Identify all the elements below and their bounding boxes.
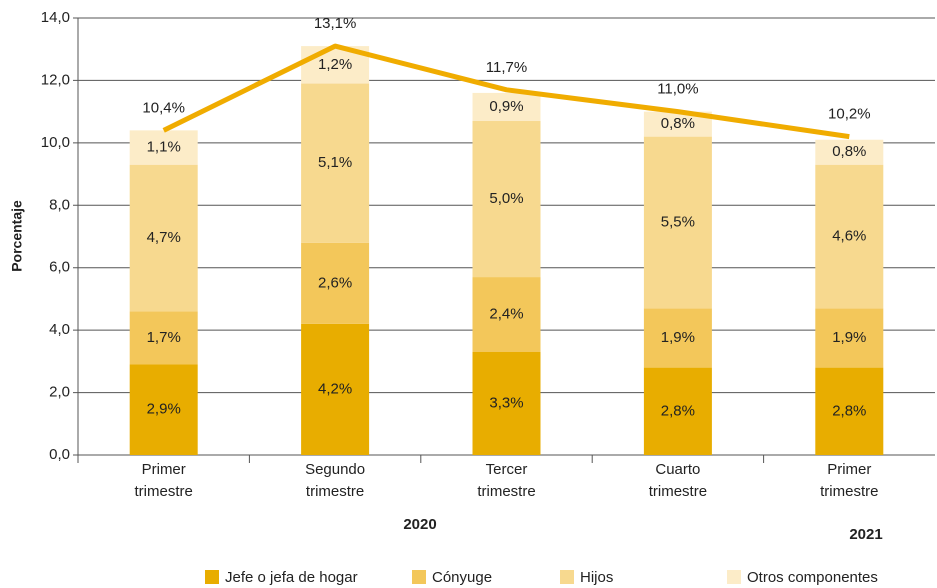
- legend-swatch: [412, 570, 426, 584]
- x-tick-label-line: trimestre: [649, 483, 707, 500]
- total-label: 13,1%: [314, 15, 357, 32]
- bar-segment: [301, 242, 370, 324]
- legend-label: Otros componentes: [747, 569, 878, 586]
- legend-label: Hijos: [580, 569, 613, 586]
- x-tick-label-line: Primer: [827, 461, 871, 478]
- x-tick-label: Segundo trimestre: [305, 461, 365, 500]
- data-label: 2,8%: [661, 402, 695, 419]
- y-tick-label: 2,0: [49, 384, 70, 401]
- data-label: 1,1%: [147, 139, 181, 156]
- bar-segment: [815, 164, 884, 309]
- data-label: 5,0%: [489, 190, 523, 207]
- bar-segment: [129, 164, 198, 312]
- legend-swatch: [727, 570, 741, 584]
- legend-swatch: [560, 570, 574, 584]
- y-axis-label: Porcentaje: [9, 200, 25, 272]
- total-label: 11,7%: [486, 59, 527, 76]
- data-label: 3,3%: [489, 394, 523, 411]
- x-tick-label-line: Segundo: [305, 461, 365, 478]
- y-tick-label: 14,0: [41, 9, 70, 26]
- y-tick-label: 6,0: [49, 259, 70, 276]
- data-label: 1,7%: [147, 329, 181, 346]
- bar-segment: [129, 311, 198, 365]
- x-tick-label: Cuarto trimestre: [649, 461, 707, 500]
- data-label: 0,9%: [489, 98, 523, 115]
- data-label: 0,8%: [661, 115, 695, 132]
- bar-segment: [472, 277, 541, 352]
- bar-segment: [301, 83, 370, 243]
- x-tick-label-line: Cuarto: [655, 461, 700, 478]
- x-tick-label-line: Primer: [142, 461, 186, 478]
- year-label: 2020: [403, 516, 436, 533]
- bar-segment: [301, 323, 370, 455]
- total-line: [162, 43, 850, 140]
- data-label: 2,9%: [147, 401, 181, 418]
- y-tick-label: 8,0: [49, 196, 70, 213]
- bar-segment: [815, 308, 884, 368]
- bar-segment: [472, 92, 541, 122]
- y-tick-label: 4,0: [49, 321, 70, 338]
- data-label: 1,9%: [832, 329, 866, 346]
- bar-segment: [129, 130, 198, 165]
- data-label: 0,8%: [832, 143, 866, 160]
- year-label: 2021: [849, 526, 882, 543]
- bar-segment: [643, 308, 712, 368]
- bar-segment: [815, 367, 884, 455]
- y-tick-label: 0,0: [49, 446, 70, 463]
- x-tick-label-line: trimestre: [477, 483, 535, 500]
- bar-segment: [643, 367, 712, 455]
- bar-segment: [643, 136, 712, 309]
- data-label: 5,1%: [318, 154, 352, 171]
- x-tick-label: Tercer trimestre: [477, 461, 535, 500]
- data-label: 2,8%: [832, 402, 866, 419]
- bar-segment: [129, 364, 198, 455]
- data-label: 2,4%: [489, 306, 523, 323]
- y-tick-label: 12,0: [41, 71, 70, 88]
- x-tick-label-line: trimestre: [135, 483, 193, 500]
- x-tick-label: Primer trimestre: [135, 461, 193, 500]
- legend-label: Cónyuge: [432, 569, 492, 586]
- y-tick-label: 10,0: [41, 134, 70, 151]
- x-tick-label-line: Tercer: [486, 461, 528, 478]
- total-label: 10,2%: [828, 106, 871, 123]
- x-tick-label-line: trimestre: [306, 483, 364, 500]
- total-label: 11,0%: [657, 81, 698, 98]
- legend-label: Jefe o jefa de hogar: [225, 569, 358, 586]
- x-tick-label: Primer trimestre: [820, 461, 878, 500]
- x-tick-label-line: trimestre: [820, 483, 878, 500]
- legend-swatch: [205, 570, 219, 584]
- data-label: 5,5%: [661, 213, 695, 230]
- bar-segment: [472, 351, 541, 455]
- data-label: 2,6%: [318, 274, 352, 291]
- data-label: 4,2%: [318, 380, 352, 397]
- data-label: 4,7%: [147, 229, 181, 246]
- data-label: 4,6%: [832, 227, 866, 244]
- data-label: 1,9%: [661, 329, 695, 346]
- bar-segment: [472, 121, 541, 278]
- data-label: 1,2%: [318, 56, 352, 73]
- total-label: 10,4%: [142, 99, 185, 116]
- bar-segment: [815, 139, 884, 165]
